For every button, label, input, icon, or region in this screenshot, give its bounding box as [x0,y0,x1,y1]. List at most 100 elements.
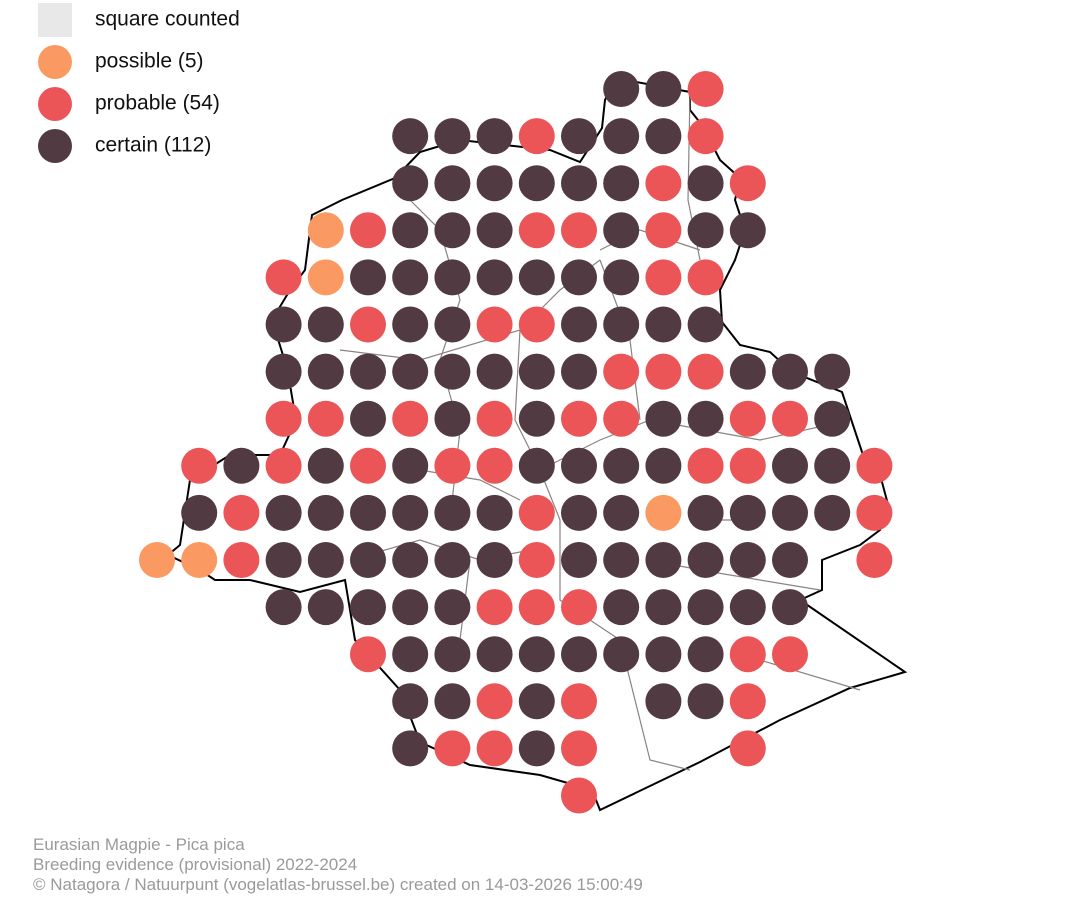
evidence-dot [561,589,597,626]
evidence-dot [814,353,851,390]
evidence-dot [603,306,640,343]
evidence-dot [772,636,808,673]
evidence-dot [687,447,724,484]
evidence-dot [687,118,724,155]
evidence-dot [476,259,513,296]
evidence-dot [307,494,344,531]
evidence-dot [687,494,724,531]
evidence-dot [603,589,640,626]
legend-swatch [38,3,72,37]
evidence-dot [350,589,386,626]
evidence-dot [518,212,555,249]
evidence-dot [223,494,260,531]
evidence-dot [645,494,682,531]
evidence-dot [265,306,302,343]
evidence-dot [518,259,555,296]
evidence-dot [434,212,471,249]
evidence-dot [603,212,640,249]
evidence-dot [265,259,302,296]
legend-label: probable (54) [95,92,220,115]
evidence-dot [603,447,640,484]
evidence-dot [603,400,640,437]
legend-label: square counted [95,8,240,31]
evidence-dot [350,447,386,484]
evidence-dot [645,636,682,673]
evidence-dot [181,494,218,531]
evidence-dot [729,542,766,578]
evidence-dot [307,400,344,437]
evidence-dot [561,636,597,673]
evidence-dot [772,353,808,390]
evidence-dot [687,306,724,343]
evidence-dot [561,118,597,155]
evidence-dot [181,447,218,484]
evidence-dot [392,306,429,343]
evidence-dot [856,542,893,578]
evidence-dot [645,400,682,437]
evidence-dot [476,165,513,202]
legend: square counted possible (5) probable (54) c… [38,3,240,163]
evidence-dot [603,353,640,390]
evidence-dot [434,400,471,437]
evidence-dot [350,494,386,531]
footer-text: © Natagora / Natuurpunt (vogelatlas-brus… [33,875,643,894]
evidence-dot [561,730,597,767]
evidence-dot [434,730,471,767]
evidence-dot [772,589,808,626]
evidence-dot [729,636,766,673]
evidence-dot [434,494,471,531]
evidence-dot [518,589,555,626]
evidence-dot [350,212,386,249]
evidence-dot [518,165,555,202]
evidence-dot [392,589,429,626]
evidence-dot [518,400,555,437]
evidence-dot [392,636,429,673]
evidence-dot [476,636,513,673]
evidence-dot [265,400,302,437]
evidence-dot [476,212,513,249]
evidence-dot [518,353,555,390]
evidence-dot [561,542,597,578]
footer-text: Breeding evidence (provisional) 2022-202… [33,855,357,874]
evidence-dot [392,494,429,531]
legend-label: certain (112) [95,134,211,157]
evidence-dot [307,542,344,578]
evidence-dot [265,589,302,626]
evidence-dot [687,259,724,296]
evidence-dot [729,730,766,767]
evidence-dot [645,447,682,484]
evidence-dot [687,683,724,720]
evidence-dot [561,683,597,720]
evidence-dot [434,683,471,720]
evidence-dot [814,400,851,437]
evidence-dot [603,494,640,531]
evidence-dot [687,589,724,626]
evidence-dot [392,259,429,296]
legend-swatch [38,129,72,163]
evidence-dot [687,71,724,107]
evidence-dot [772,400,808,437]
evidence-dot [434,306,471,343]
evidence-dot [476,400,513,437]
evidence-dot [561,447,597,484]
evidence-dot [561,777,597,814]
evidence-dot [307,259,344,296]
evidence-dot [392,400,429,437]
evidence-dot [729,212,766,249]
evidence-dot [561,494,597,531]
evidence-dot [561,212,597,249]
evidence-dot [645,165,682,202]
evidence-dot [476,447,513,484]
evidence-dot [729,683,766,720]
evidence-dot [307,447,344,484]
evidence-dot [476,730,513,767]
evidence-dot [729,447,766,484]
evidence-dot [814,494,851,531]
evidence-dot [729,165,766,202]
evidence-dot [772,447,808,484]
evidence-dot [603,71,640,107]
evidence-dot [265,494,302,531]
evidence-dot [645,212,682,249]
evidence-dot [476,589,513,626]
